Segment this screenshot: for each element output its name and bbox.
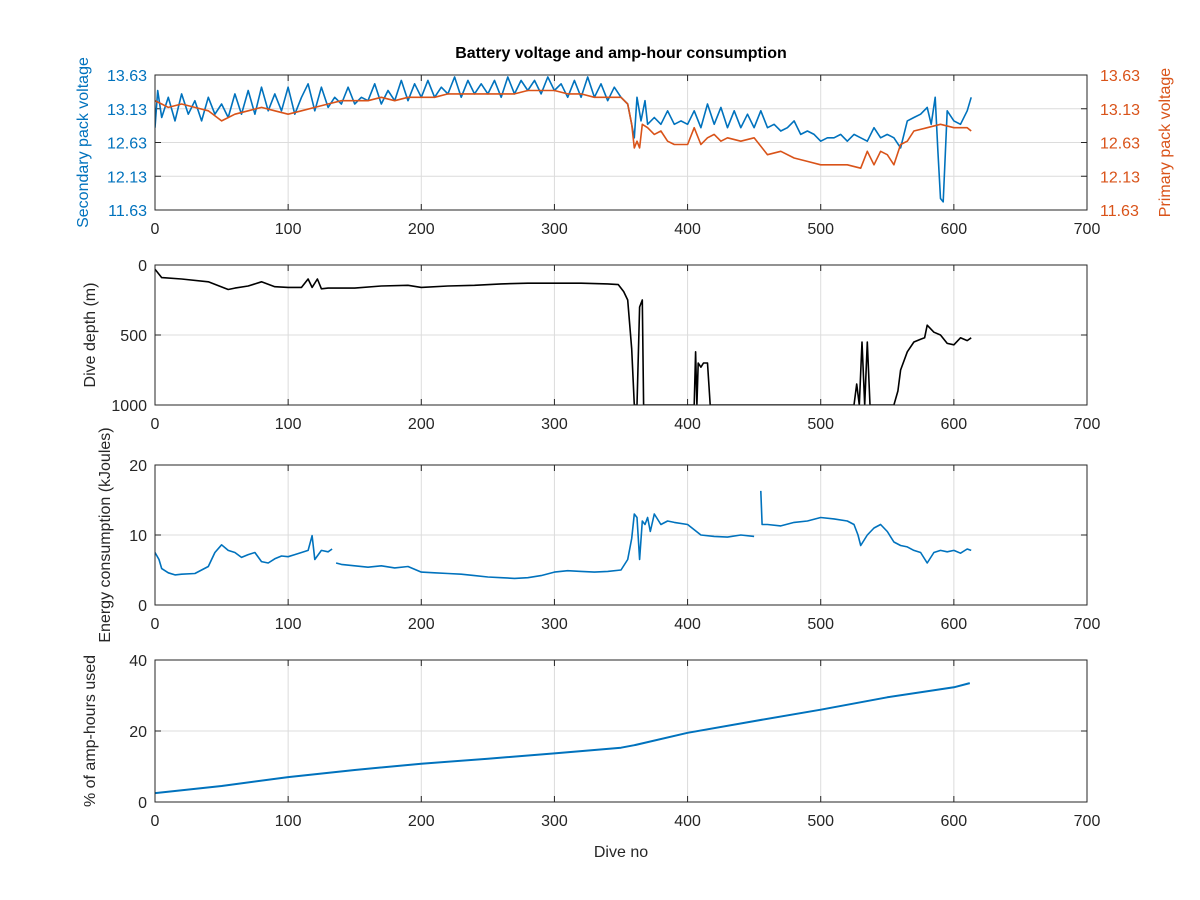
- x-tick-label: 400: [674, 221, 701, 238]
- axes-box: [154, 74, 1088, 211]
- x-tick-label: 600: [941, 221, 968, 238]
- x-tick-label: 700: [1074, 616, 1101, 633]
- y-axis-label-right: Primary pack voltage: [1157, 68, 1174, 217]
- x-tick-label: 400: [674, 616, 701, 633]
- series-line-3: [760, 490, 972, 564]
- series-line-2: [155, 89, 972, 169]
- y-tick-label: 1000: [111, 398, 147, 415]
- x-tick-label: 600: [941, 616, 968, 633]
- axes-box: [154, 659, 1088, 803]
- x-tick-label: 200: [408, 813, 435, 830]
- y-tick-label: 0: [138, 795, 147, 812]
- x-tick-label: 400: [674, 813, 701, 830]
- subplot-2: 0 100 200 300 400 500 600 700 0 500 1000 Dive depth…: [82, 258, 1100, 433]
- x-tick-label: 700: [1074, 416, 1101, 433]
- y-axis-label: Energy consumption (kJoules): [97, 427, 114, 642]
- x-tick-label: 700: [1074, 221, 1101, 238]
- y-tick-label: 20: [129, 458, 147, 475]
- y-tick-label: 500: [120, 328, 147, 345]
- y-tick-label: 13.13: [107, 102, 147, 119]
- y-tick-label: 20: [129, 724, 147, 741]
- y-tick-label: 12.13: [107, 169, 147, 186]
- y-tick-label: 11.63: [108, 203, 147, 220]
- x-tick-label: 100: [275, 416, 302, 433]
- y-right-tick-label: 11.63: [1100, 203, 1139, 220]
- x-tick-label: 300: [541, 616, 568, 633]
- x-tick-label: 500: [807, 416, 834, 433]
- x-tick-label: 500: [807, 813, 834, 830]
- y-axis-label: % of amp-hours used: [82, 655, 99, 807]
- x-tick-label: 100: [275, 813, 302, 830]
- figure-title: Battery voltage and amp-hour consumption: [455, 45, 787, 62]
- series-line-1: [155, 268, 972, 405]
- y-tick-label: 12.63: [107, 136, 147, 153]
- y-axis-label: Dive depth (m): [82, 283, 99, 388]
- x-tick-label: 200: [408, 616, 435, 633]
- y-tick-label: 10: [129, 528, 147, 545]
- series-line-1: [155, 534, 333, 576]
- x-tick-label: 300: [541, 221, 568, 238]
- x-tick-label: 500: [807, 616, 834, 633]
- axes-box: [154, 464, 1088, 606]
- x-tick-label: 300: [541, 813, 568, 830]
- x-tick-label: 200: [408, 416, 435, 433]
- series-line-1: [155, 682, 971, 795]
- x-tick-label: 200: [408, 221, 435, 238]
- y-axis-label: Secondary pack voltage: [75, 57, 92, 228]
- subplot-panels: 0 100 200 300 400 500 600 70011.6312.1312.6313.…: [75, 57, 1174, 861]
- series-line-2: [335, 513, 755, 580]
- y-tick-label: 0: [138, 598, 147, 615]
- x-tick-label: 600: [941, 813, 968, 830]
- x-tick-label: 0: [151, 416, 160, 433]
- y-tick-label: 40: [129, 653, 147, 670]
- subplot-3: 0 100 200 300 400 500 600 700 0 10 20 Energy consum…: [97, 427, 1100, 642]
- x-tick-label: 100: [275, 616, 302, 633]
- x-tick-label: 100: [275, 221, 302, 238]
- x-tick-label: 0: [151, 221, 160, 238]
- y-right-tick-label: 13.63: [1100, 68, 1140, 85]
- x-tick-label: 600: [941, 416, 968, 433]
- y-right-tick-label: 12.13: [1100, 169, 1140, 186]
- series-line-1: [155, 76, 972, 203]
- subplot-1: 0 100 200 300 400 500 600 70011.6312.1312.6313.…: [75, 57, 1174, 238]
- y-tick-label: 13.63: [107, 68, 147, 85]
- x-tick-label: 300: [541, 416, 568, 433]
- x-tick-label: 400: [674, 416, 701, 433]
- x-tick-label: 0: [151, 813, 160, 830]
- x-tick-label: 700: [1074, 813, 1101, 830]
- y-right-tick-label: 13.13: [1100, 102, 1140, 119]
- x-tick-label: 0: [151, 616, 160, 633]
- axes-box: [154, 264, 1088, 406]
- subplot-4: 0 100 200 300 400 500 600 700 0 20 40 % of amp-hour…: [82, 653, 1100, 861]
- x-tick-label: 500: [807, 221, 834, 238]
- y-right-tick-label: 12.63: [1100, 136, 1140, 153]
- x-axis-label: Dive no: [594, 844, 648, 861]
- y-tick-label: 0: [138, 258, 147, 275]
